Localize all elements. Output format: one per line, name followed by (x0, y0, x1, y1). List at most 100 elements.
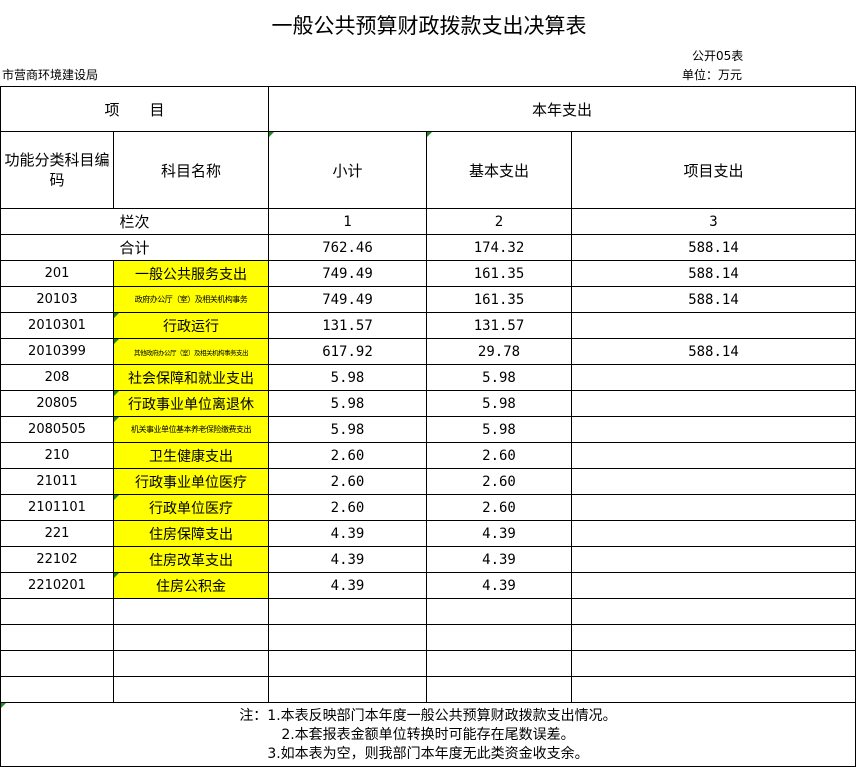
empty-cell (426, 650, 572, 677)
empty-row (0, 598, 856, 625)
empty-cell (268, 598, 427, 625)
project-cell: 588.14 (571, 338, 856, 365)
table-row: 221 住房保障支出 4.39 4.39 (0, 520, 856, 547)
project-cell (571, 468, 856, 495)
notes-row: 注：1.本表反映部门本年度一般公共预算财政拨款支出情况。 2.本套报表金额单位转换… (0, 702, 856, 767)
func-code-cell: 210 (0, 442, 114, 469)
header-item: 项 目 (0, 86, 269, 132)
func-code-cell: 201 (0, 260, 114, 287)
empty-cell (426, 624, 572, 651)
subject-name-cell: 一般公共服务支出 (113, 260, 269, 287)
comment-marker (114, 339, 119, 344)
empty-cell (426, 676, 572, 703)
subject-name-cell: 行政单位医疗 (113, 494, 269, 521)
basic-cell: 2.60 (426, 442, 572, 469)
column-index-3: 3 (571, 208, 856, 235)
project-cell (571, 494, 856, 521)
header-subtotal: 小计 (268, 131, 427, 209)
basic-cell: 5.98 (426, 416, 572, 443)
subject-name-cell: 住房公积金 (113, 572, 269, 599)
note-line: 注：1.本表反映部门本年度一般公共预算财政拨款支出情况。 (239, 708, 617, 724)
empty-cell (0, 676, 114, 703)
subject-name-cell: 行政运行 (113, 312, 269, 339)
comment-marker (114, 573, 119, 578)
basic-cell: 5.98 (426, 390, 572, 417)
table-row: 21011 行政事业单位医疗 2.60 2.60 (0, 468, 856, 495)
subtotal-cell: 131.57 (268, 312, 427, 339)
column-index-1: 1 (268, 208, 427, 235)
comment-marker (1, 703, 6, 708)
total-label: 合计 (0, 234, 269, 261)
comment-marker (114, 495, 119, 500)
empty-row (0, 676, 856, 703)
subject-name-cell: 行政事业单位离退休 (113, 390, 269, 417)
project-cell (571, 546, 856, 573)
department-name: 市营商环境建设局 (2, 68, 99, 82)
table-row: 201 一般公共服务支出 749.49 161.35 588.14 (0, 260, 856, 287)
empty-cell (571, 676, 856, 703)
basic-cell: 131.57 (426, 312, 572, 339)
table-row: 2210201 住房公积金 4.39 4.39 (0, 572, 856, 599)
empty-cell (268, 676, 427, 703)
empty-cell (268, 650, 427, 677)
table-row: 2080505 机关事业单位基本养老保险缴费支出 5.98 5.98 (0, 416, 856, 443)
comment-marker (114, 391, 119, 396)
table-row: 210 卫生健康支出 2.60 2.60 (0, 442, 856, 469)
header-basic: 基本支出 (426, 131, 572, 209)
empty-cell (571, 624, 856, 651)
project-cell (571, 442, 856, 469)
table-number: 公开05表 (692, 49, 744, 63)
subtotal-cell: 5.98 (268, 416, 427, 443)
page-title: 一般公共预算财政拨款支出决算表 (271, 14, 587, 38)
subtotal-cell: 749.49 (268, 286, 427, 313)
project-cell (571, 572, 856, 599)
subtotal-cell: 749.49 (268, 260, 427, 287)
basic-cell: 161.35 (426, 260, 572, 287)
func-code-cell: 2010301 (0, 312, 114, 339)
subject-name-cell: 住房保障支出 (113, 520, 269, 547)
basic-cell: 2.60 (426, 494, 572, 521)
subtotal-cell: 617.92 (268, 338, 427, 365)
note-line: 3.如本表为空，则我部门本年度无此类资金收支余。 (267, 746, 589, 762)
basic-cell: 161.35 (426, 286, 572, 313)
table-row: 20103 政府办公厅（室）及相关机构事务 749.49 161.35 588.14 (0, 286, 856, 313)
table-row: 2101101 行政单位医疗 2.60 2.60 (0, 494, 856, 521)
comment-marker (114, 417, 119, 422)
project-cell (571, 416, 856, 443)
table-row: 20805 行政事业单位离退休 5.98 5.98 (0, 390, 856, 417)
table-row: 22102 住房改革支出 4.39 4.39 (0, 546, 856, 573)
subtotal-cell: 4.39 (268, 572, 427, 599)
header-current-year: 本年支出 (268, 86, 856, 132)
comment-marker (427, 132, 432, 137)
empty-row (0, 650, 856, 677)
header-subject-name: 科目名称 (113, 131, 269, 209)
total-subtotal: 762.46 (268, 234, 427, 261)
subject-name-cell: 卫生健康支出 (113, 442, 269, 469)
project-cell (571, 364, 856, 391)
func-code-cell: 208 (0, 364, 114, 391)
basic-cell: 4.39 (426, 520, 572, 547)
subject-name-cell: 住房改革支出 (113, 546, 269, 573)
comment-marker (114, 313, 119, 318)
subtotal-cell: 2.60 (268, 442, 427, 469)
func-code-cell: 20103 (0, 286, 114, 313)
subject-name-cell: 机关事业单位基本养老保险缴费支出 (113, 416, 269, 443)
table-row: 2010399 其他政府办公厅（室）及相关机构事务支出 617.92 29.78 588… (0, 338, 856, 365)
project-cell (571, 520, 856, 547)
func-code-cell: 20805 (0, 390, 114, 417)
func-code-cell: 2101101 (0, 494, 114, 521)
table-row: 2010301 行政运行 131.57 131.57 (0, 312, 856, 339)
subtotal-cell: 2.60 (268, 494, 427, 521)
column-index-label: 栏次 (0, 208, 269, 235)
basic-cell: 4.39 (426, 546, 572, 573)
subject-name-cell: 政府办公厅（室）及相关机构事务 (113, 286, 269, 313)
notes-cell: 注：1.本表反映部门本年度一般公共预算财政拨款支出情况。 2.本套报表金额单位转换… (0, 702, 856, 767)
header-project: 项目支出 (571, 131, 856, 209)
table-row: 208 社会保障和就业支出 5.98 5.98 (0, 364, 856, 391)
subtotal-cell: 4.39 (268, 546, 427, 573)
project-cell (571, 312, 856, 339)
project-cell (571, 390, 856, 417)
empty-cell (426, 598, 572, 625)
basic-cell: 29.78 (426, 338, 572, 365)
expenditure-table: 项 目 本年支出 功能分类科目编码 科目名称 小计 基本支出 项目支出 栏次 1… (0, 86, 856, 767)
